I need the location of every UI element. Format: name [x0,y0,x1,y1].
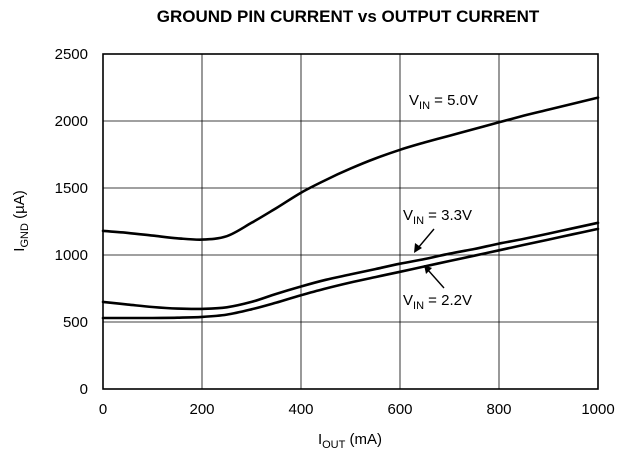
series-line-1 [101,221,600,311]
x-tick-label: 1000 [581,401,614,418]
x-axis-label: IOUT (mA) [318,431,382,451]
series-line-0 [101,96,600,241]
x-tick-labels: 0 200 400 600 800 1000 [99,401,615,418]
y-tick-label: 2000 [55,113,88,130]
x-tick-label: 800 [486,401,511,418]
series-label-3v3: VIN = 3.3V [403,207,472,227]
arrow-2v2 [424,265,445,289]
plot-frame [102,53,599,390]
series-lines [101,96,600,320]
arrow-3v3 [414,228,435,253]
series-line-2 [101,227,600,320]
x-tick-label: 0 [99,401,107,418]
y-tick-label: 1500 [55,180,88,197]
x-tick-label: 600 [387,401,412,418]
series-label-2v2: VIN = 2.2V [403,292,472,312]
y-tick-label: 1000 [55,247,88,264]
y-tick-labels: 0 500 1000 1500 2000 2500 [55,46,88,398]
y-tick-label: 0 [80,381,88,398]
series-label-5v0: VIN = 5.0V [409,92,478,112]
chart-title: GROUND PIN CURRENT vs OUTPUT CURRENT [157,7,540,26]
y-axis-label: IGND (µA) [11,190,31,251]
y-tick-label: 500 [63,314,88,331]
x-tick-label: 200 [189,401,214,418]
x-tick-label: 400 [288,401,313,418]
y-tick-label: 2500 [55,46,88,63]
grid [102,53,599,390]
